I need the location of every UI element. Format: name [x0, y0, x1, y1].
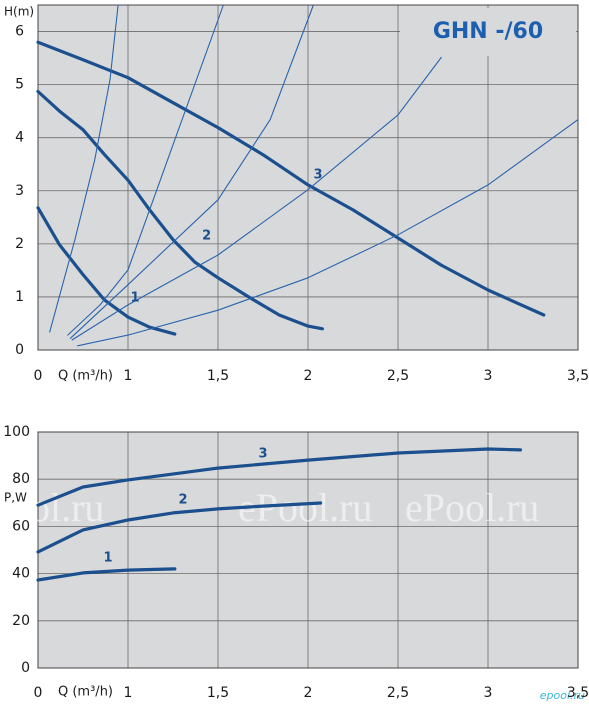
y-tick-label: 5: [15, 77, 24, 93]
x-tick-label: 1,5: [207, 368, 229, 384]
curve-label: 2: [178, 492, 187, 507]
system-curve: [77, 119, 579, 347]
y-tick-label: 0: [21, 660, 30, 676]
y-tick-label: 80: [12, 471, 30, 487]
title-box: [400, 8, 576, 56]
x-tick-label: 2,5: [387, 685, 409, 701]
watermark: ePool.ru: [0, 485, 104, 530]
y-tick-label: 6: [15, 24, 24, 40]
y-tick-label: 1: [15, 289, 24, 305]
x-tick-label: 1,5: [207, 685, 229, 701]
curve-label: 3: [313, 167, 322, 182]
y-tick-label: 2: [15, 236, 24, 252]
y-axis-label: P,W: [4, 491, 27, 505]
pump-curve: [36, 567, 177, 582]
x-tick-label: 3: [484, 685, 493, 701]
y-tick-label: 4: [15, 130, 24, 146]
x-tick-label: 2: [304, 368, 313, 384]
watermark: ePool.ru: [405, 485, 539, 530]
plot-frame: [37, 4, 579, 351]
chart-title: GHN -/60: [433, 19, 543, 44]
logo: epool.ru: [540, 689, 585, 702]
y-tick-label: 0: [15, 342, 24, 358]
pump-curve: [36, 40, 546, 317]
system-curve: [71, 56, 442, 341]
system-curve: [49, 4, 119, 333]
y-tick-label: 20: [12, 613, 30, 629]
y-tick-label: 3: [15, 183, 24, 199]
x-tick-label: 0: [34, 368, 43, 384]
system-curve: [67, 4, 224, 336]
curve-label: 2: [202, 228, 211, 243]
pump-curve: [36, 447, 522, 507]
x-tick-label: 2,5: [387, 368, 409, 384]
curve-label: 1: [103, 550, 112, 565]
system-curve: [69, 4, 314, 339]
x-tick-label: 2: [304, 685, 313, 701]
x-tick-label: 3: [484, 368, 493, 384]
x-axis-label: Q (m³/h): [58, 369, 113, 384]
y-tick-label: 100: [3, 424, 30, 440]
pump-curve: [36, 89, 324, 331]
plot-frame: [37, 431, 579, 669]
x-tick-label: 3,5: [567, 368, 589, 384]
x-axis-label: Q (m³/h): [58, 685, 113, 700]
curve-label: 1: [130, 291, 139, 306]
x-tick-label: 0: [34, 685, 43, 701]
x-tick-label: 1: [124, 685, 133, 701]
y-axis-label: H(m): [4, 5, 34, 19]
y-tick-label: 60: [12, 518, 30, 534]
x-tick-label: 3,5: [567, 685, 589, 701]
pump-curve: [36, 501, 323, 554]
curve-label: 3: [258, 447, 267, 462]
x-tick-label: 1: [124, 368, 133, 384]
y-tick-label: 40: [12, 566, 30, 582]
